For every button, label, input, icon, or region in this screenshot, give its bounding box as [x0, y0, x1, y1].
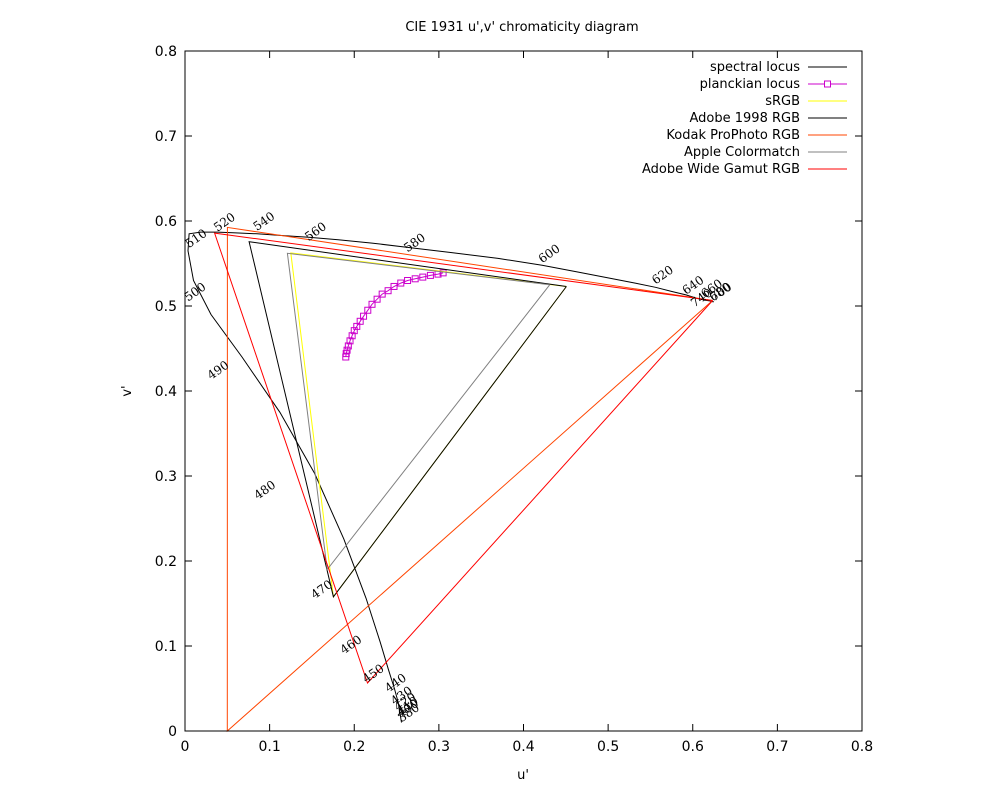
legend-label: sRGB — [765, 94, 800, 109]
series-line-4 — [226, 226, 713, 733]
legend-marker — [824, 80, 831, 88]
axis-ticks: 0 0.1 0.2 0.3 0.4 0.5 0.6 0.7 0.8 0 0.1 0.2 0.3 0.4 0.… — [155, 44, 873, 755]
legend-label: planckian locus — [700, 77, 801, 92]
legend-label: Kodak ProPhoto RGB — [666, 128, 800, 143]
series-point — [419, 273, 427, 281]
x-tick-label: 0 — [181, 739, 190, 755]
legend-label: Adobe Wide Gamut RGB — [642, 162, 800, 177]
series-point — [364, 306, 372, 314]
x-tick-label: 0.8 — [851, 739, 873, 755]
y-axis-label: v' — [120, 385, 135, 396]
series-point — [426, 271, 434, 279]
series-point — [368, 300, 376, 308]
x-tick-label: 0.1 — [258, 739, 280, 755]
series-line-0 — [187, 231, 714, 723]
plot-frame — [184, 50, 863, 732]
series-point — [404, 277, 412, 284]
series-point — [344, 342, 352, 350]
y-tick-label: 0.4 — [155, 384, 177, 400]
series-point — [360, 312, 368, 320]
series-point — [373, 295, 381, 303]
x-tick-label: 0.4 — [512, 739, 534, 755]
x-tick-label: 0.7 — [766, 739, 788, 755]
x-tick-label: 0.5 — [597, 739, 619, 755]
y-tick-label: 0.1 — [155, 639, 177, 655]
series-point — [411, 275, 419, 283]
plot-area — [187, 226, 714, 733]
y-tick-label: 0.8 — [155, 44, 177, 60]
y-tick-label: 0.3 — [155, 469, 177, 485]
series-line-6 — [213, 232, 713, 684]
y-tick-label: 0.5 — [155, 299, 177, 315]
x-axis-label: u' — [517, 768, 529, 783]
x-tick-label: 0.3 — [428, 739, 450, 755]
chart-title: CIE 1931 u',v' chromaticity diagram — [405, 20, 638, 35]
y-tick-label: 0.6 — [155, 214, 177, 230]
series-point — [390, 282, 398, 290]
y-tick-label: 0.2 — [155, 554, 177, 570]
y-tick-label: 0.7 — [155, 129, 177, 145]
series-point — [348, 332, 356, 340]
legend-label: spectral locus — [710, 60, 800, 75]
x-tick-label: 0.2 — [343, 739, 365, 755]
series-point — [343, 346, 351, 354]
legend-label: Adobe 1998 RGB — [690, 111, 801, 126]
legend-label: Apple Colormatch — [684, 145, 800, 160]
series-line-3 — [248, 241, 567, 598]
series-line-5 — [286, 252, 551, 571]
series-point — [346, 337, 354, 345]
series-point — [384, 287, 392, 295]
legend: spectral locus planckian locus sRGB Adobe 1… — [642, 60, 847, 177]
x-tick-label: 0.6 — [682, 739, 704, 755]
y-tick-label: 0 — [168, 724, 177, 740]
series-point — [397, 279, 405, 287]
